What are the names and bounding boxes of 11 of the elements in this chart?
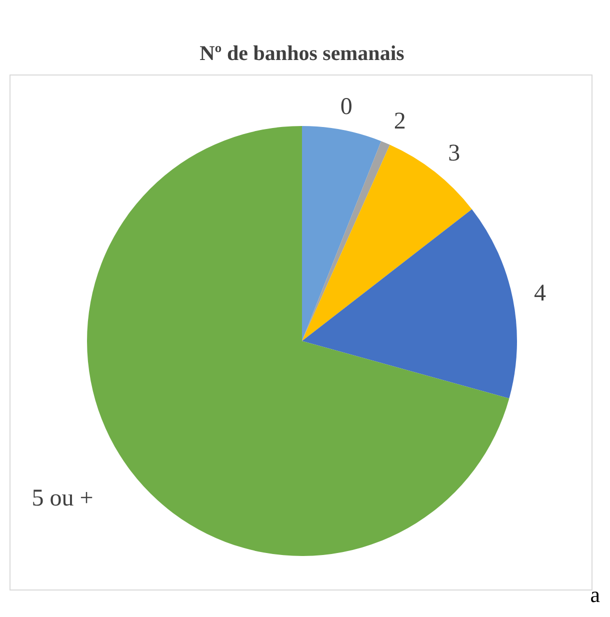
slice-label: 5 ou +	[32, 485, 94, 512]
pie-slice	[302, 144, 472, 341]
slice-label: 4	[534, 280, 546, 307]
text: a	[590, 582, 600, 607]
chart-title: Nº de banhos semanais	[200, 41, 404, 65]
slice-label: 3	[448, 140, 460, 167]
slice-label: 0	[340, 94, 352, 120]
slice-label: 2	[394, 108, 406, 135]
pie-slice	[302, 209, 517, 398]
pie-slice	[302, 126, 382, 341]
pie-slice	[302, 141, 390, 341]
